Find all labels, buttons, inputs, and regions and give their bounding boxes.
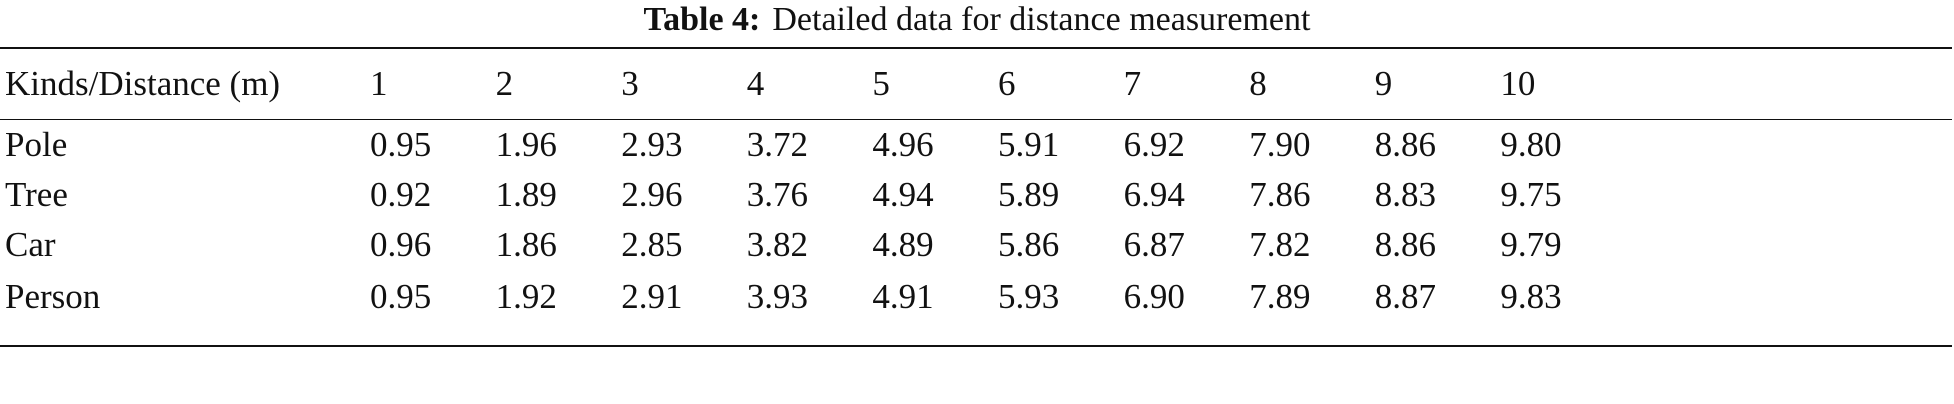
data-cell: 8.87 xyxy=(1374,277,1437,316)
data-cell: 2.96 xyxy=(621,175,683,214)
header-cell: 7 xyxy=(1123,64,1142,103)
header-cell: 6 xyxy=(998,64,1016,103)
header-cell: 2 xyxy=(495,64,514,103)
data-cell: 1.89 xyxy=(495,175,557,214)
data-cell: 5.86 xyxy=(998,225,1060,264)
data-cell: 3.76 xyxy=(746,175,809,214)
data-cell: 8.86 xyxy=(1374,125,1437,164)
data-cell: 2.93 xyxy=(621,125,683,164)
data-cell: 5.89 xyxy=(998,175,1060,214)
data-cell: 7.86 xyxy=(1249,175,1311,214)
data-cell: 7.89 xyxy=(1249,277,1311,316)
data-cell: 6.87 xyxy=(1123,225,1185,264)
header-rule xyxy=(0,119,1952,120)
data-cell: 7.82 xyxy=(1249,225,1311,264)
data-cell: 7.90 xyxy=(1249,125,1311,164)
top-rule xyxy=(0,47,1952,49)
header-cell: Kinds/Distance (m) xyxy=(5,64,281,103)
data-cell: 8.86 xyxy=(1374,225,1437,264)
row-label: Pole xyxy=(5,125,68,164)
data-cell: 9.80 xyxy=(1500,125,1562,164)
data-cell: 4.94 xyxy=(872,175,934,214)
data-cell: 9.79 xyxy=(1500,225,1562,264)
data-cell: 4.89 xyxy=(872,225,934,264)
data-cell: 0.96 xyxy=(370,225,432,264)
header-cell: 1 xyxy=(370,64,388,103)
caption-label: Table 4: xyxy=(643,1,761,38)
data-cell: 2.85 xyxy=(621,225,683,264)
data-cell: 3.93 xyxy=(746,277,809,316)
data-cell: 8.83 xyxy=(1374,175,1437,214)
data-cell: 9.75 xyxy=(1500,175,1562,214)
data-cell: 6.92 xyxy=(1123,125,1185,164)
header-cell: 3 xyxy=(621,64,639,103)
caption-text: Detailed data for distance measurement xyxy=(772,1,1311,38)
data-cell: 5.93 xyxy=(998,277,1060,316)
table-caption: Table 4: Detailed data for distance measu… xyxy=(0,0,1954,40)
data-cell: 5.91 xyxy=(998,125,1060,164)
header-cell: 9 xyxy=(1374,64,1393,103)
header-cell: 5 xyxy=(872,64,890,103)
data-cell: 2.91 xyxy=(621,277,683,316)
header-cell: 8 xyxy=(1249,64,1267,103)
row-label: Person xyxy=(5,277,101,316)
data-cell: 3.82 xyxy=(746,225,809,264)
row-label: Car xyxy=(5,225,56,264)
bottom-rule xyxy=(0,345,1952,347)
row-label: Tree xyxy=(5,175,68,214)
data-cell: 1.92 xyxy=(495,277,557,316)
data-cell: 4.91 xyxy=(872,277,934,316)
data-cell: 0.95 xyxy=(370,277,432,316)
data-cell: 0.92 xyxy=(370,175,432,214)
data-cell: 4.96 xyxy=(872,125,934,164)
data-cell: 1.96 xyxy=(495,125,557,164)
header-cell: 10 xyxy=(1500,64,1536,103)
header-cell: 4 xyxy=(746,64,765,103)
data-cell: 3.72 xyxy=(746,125,809,164)
data-cell: 1.86 xyxy=(495,225,557,264)
data-cell: 9.83 xyxy=(1500,277,1562,316)
data-cell: 6.90 xyxy=(1123,277,1185,316)
data-cell: 0.95 xyxy=(370,125,432,164)
data-cell: 6.94 xyxy=(1123,175,1185,214)
